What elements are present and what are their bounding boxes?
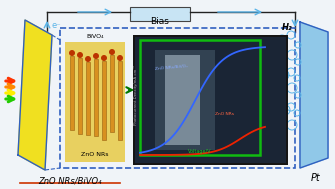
Bar [70,56,74,130]
Circle shape [85,56,91,62]
Bar [118,61,122,140]
Text: Photocurrent Density/mA cm⁻²: Photocurrent Density/mA cm⁻² [134,65,138,125]
Circle shape [77,52,83,58]
Bar [102,61,106,140]
Bar [94,59,98,136]
Circle shape [117,55,123,61]
Bar [140,40,260,155]
Text: ZnO NRs/BiVO₄: ZnO NRs/BiVO₄ [38,177,102,185]
Circle shape [69,50,75,56]
FancyBboxPatch shape [130,7,190,21]
Bar [133,35,288,165]
Bar [86,62,90,135]
Bar [78,58,82,134]
Text: e⁻: e⁻ [52,20,62,29]
Circle shape [93,53,99,59]
Text: H₂: H₂ [282,23,292,33]
Text: ZnO NRs: ZnO NRs [81,153,109,157]
Bar [165,55,200,145]
Bar [65,42,125,162]
Text: Voltage/V: Voltage/V [188,149,212,154]
Text: ZnO NRs: ZnO NRs [215,112,234,116]
Text: Bias: Bias [150,18,170,26]
Text: Pt: Pt [311,173,321,183]
Polygon shape [300,22,328,168]
Text: BiVO₄: BiVO₄ [86,33,104,39]
Bar [135,37,286,163]
Bar [60,28,295,168]
Polygon shape [18,20,52,170]
Bar [155,50,215,150]
Bar [110,55,114,132]
Text: ZnO NRs/BiVO₄: ZnO NRs/BiVO₄ [155,64,188,71]
Circle shape [109,49,115,55]
Circle shape [101,55,107,61]
